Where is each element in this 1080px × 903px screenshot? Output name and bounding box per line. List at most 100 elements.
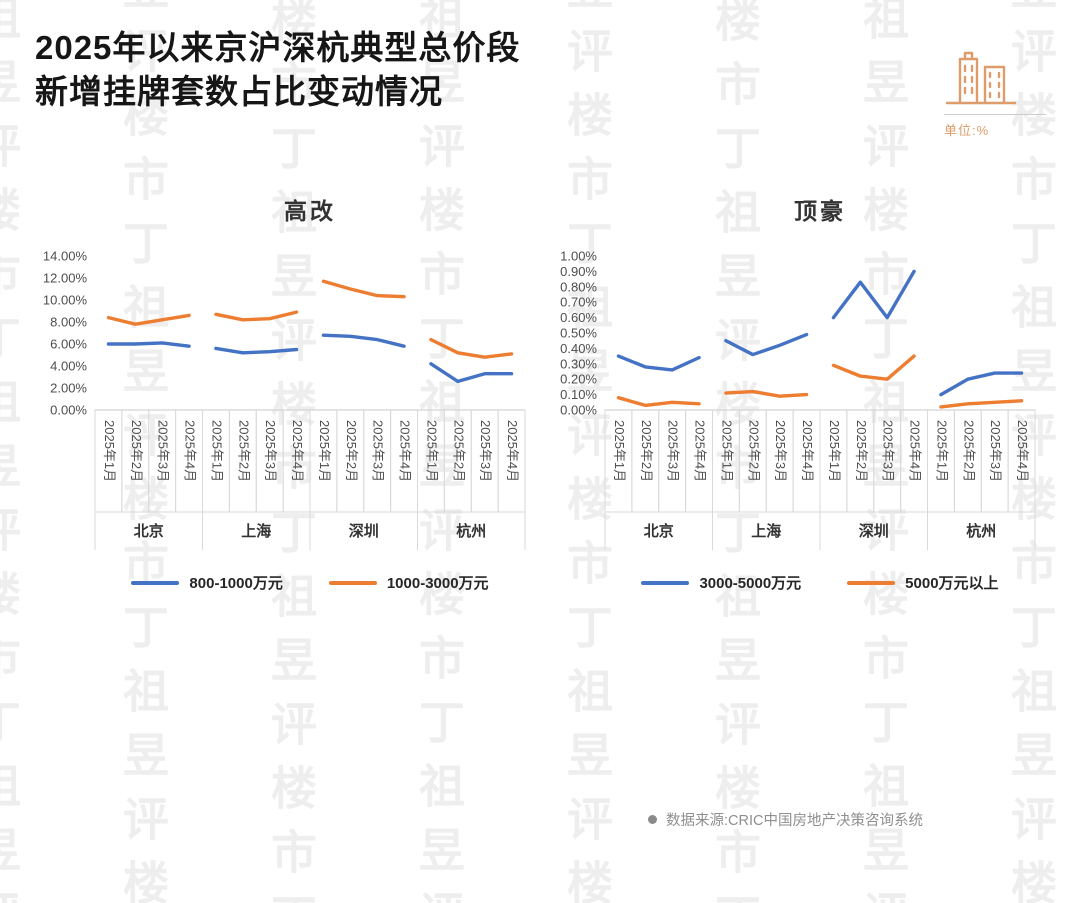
series-1-city-1-line — [214, 310, 299, 322]
y-axis-tick-label: 14.00% — [43, 249, 88, 264]
series-0-city-0-line — [616, 354, 701, 372]
chart-title-dinghao: 顶豪 — [794, 198, 846, 225]
page-title: 2025年以来京沪深杭典型总价段 新增挂牌套数占比变动情况 — [35, 26, 520, 113]
chart-dinghao: 0.00%0.10%0.20%0.30%0.40%0.50%0.60%0.70%… — [560, 249, 1036, 550]
x-axis-month-label: 2025年4月 — [693, 420, 708, 482]
series-0-city-3-line — [429, 362, 514, 384]
x-axis-month-label: 2025年1月 — [612, 420, 627, 482]
x-axis-month-label: 2025年3月 — [881, 420, 896, 482]
x-axis-month-label: 2025年1月 — [102, 420, 117, 482]
x-axis-month-label: 2025年2月 — [746, 420, 761, 482]
series-1-city-2-line — [321, 279, 406, 299]
chart-title-gaogai: 高改 — [284, 198, 336, 225]
y-axis-tick-label: 0.60% — [560, 310, 597, 325]
legend-label: 5000万元以上 — [905, 575, 999, 592]
x-axis-month-label: 2025年2月 — [344, 420, 359, 482]
x-axis-month-label: 2025年4月 — [183, 420, 198, 482]
x-axis-month-label: 2025年3月 — [263, 420, 278, 482]
legend-line-blue-icon — [641, 580, 690, 585]
data-source: 数据来源:CRIC中国房地产决策咨询系统 — [648, 809, 923, 830]
y-axis-tick-label: 6.00% — [50, 337, 87, 352]
y-axis-tick-label: 0.00% — [50, 403, 87, 418]
y-axis-tick-label: 0.90% — [560, 264, 597, 279]
legend-gaogai: 800-1000万元 1000-3000万元 — [95, 572, 525, 593]
series-1-city-0-line — [106, 313, 191, 326]
x-axis-month-label: 2025年1月 — [827, 420, 842, 482]
series-1-city-3-line — [939, 399, 1024, 409]
y-axis-tick-label: 0.00% — [560, 403, 597, 418]
series-1-city-0-line — [616, 395, 701, 408]
x-axis-month-label: 2025年4月 — [505, 420, 520, 482]
x-axis-month-label: 2025年1月 — [317, 420, 332, 482]
y-axis-tick-label: 2.00% — [50, 381, 87, 396]
y-axis-tick-label: 0.30% — [560, 356, 597, 371]
unit-label: 单位:% — [944, 114, 1046, 139]
legend-label: 800-1000万元 — [189, 575, 283, 592]
month-cell — [1007, 409, 1036, 513]
x-axis-month-label: 2025年2月 — [961, 420, 976, 482]
y-axis-tick-label: 4.00% — [50, 359, 87, 374]
page-title-line1: 2025年以来京沪深杭典型总价段 — [35, 29, 521, 66]
legend-line-orange-icon — [847, 580, 896, 585]
x-axis-month-label: 2025年3月 — [773, 420, 788, 482]
series-0-city-2-line — [831, 269, 916, 320]
x-axis-month-label: 2025年3月 — [371, 420, 386, 482]
x-axis-month-label: 2025年4月 — [290, 420, 305, 482]
x-axis-month-label: 2025年1月 — [424, 420, 439, 482]
y-axis-tick-label: 10.00% — [43, 293, 88, 308]
series-0-city-2-line — [321, 333, 406, 348]
source-bullet-icon — [648, 815, 657, 824]
y-axis-tick-label: 0.70% — [560, 295, 597, 310]
page-title-line2: 新增挂牌套数占比变动情况 — [35, 72, 443, 110]
x-axis-month-label: 2025年3月 — [156, 420, 171, 482]
x-axis-month-label: 2025年4月 — [800, 420, 815, 482]
x-axis-month-label: 2025年1月 — [934, 420, 949, 482]
x-axis-month-label: 2025年3月 — [988, 420, 1003, 482]
x-axis-city-label: 北京 — [644, 522, 674, 540]
legend-item: 5000万元以上 — [847, 572, 999, 593]
source-text: 数据来源:CRIC中国房地产决策咨询系统 — [666, 813, 923, 829]
y-axis-tick-label: 8.00% — [50, 315, 87, 330]
x-axis-city-label: 杭州 — [966, 522, 996, 540]
legend-label: 1000-3000万元 — [386, 575, 489, 592]
legend-item: 800-1000万元 — [131, 572, 283, 593]
y-axis-tick-label: 1.00% — [560, 249, 597, 264]
series-1-city-3-line — [429, 337, 514, 359]
x-axis-month-label: 2025年1月 — [209, 420, 224, 482]
x-axis-month-label: 2025年1月 — [719, 420, 734, 482]
buildings-icon — [945, 51, 1017, 105]
x-axis-month-label: 2025年2月 — [451, 420, 466, 482]
x-axis-city-label: 上海 — [241, 522, 271, 540]
x-axis-month-label: 2025年4月 — [908, 420, 923, 482]
x-axis-month-label: 2025年2月 — [129, 420, 144, 482]
legend-label: 3000-5000万元 — [699, 575, 802, 592]
x-axis-month-label: 2025年3月 — [478, 420, 493, 482]
legend-line-orange-icon — [328, 580, 377, 585]
x-axis-month-label: 2025年3月 — [666, 420, 681, 482]
x-axis-month-label: 2025年2月 — [236, 420, 251, 482]
chart-gaogai: 0.00% 2.00% 4.00% 6.00% 8.00% 10.00% 12.00% 14.… — [43, 249, 526, 550]
x-axis-city-label: 北京 — [134, 522, 164, 540]
series-0-city-3-line — [939, 371, 1024, 397]
series-0-city-0-line — [106, 341, 191, 348]
y-axis-tick-label: 0.20% — [560, 372, 597, 387]
x-axis-city-label: 杭州 — [456, 522, 486, 540]
y-axis-tick-label: 12.00% — [43, 271, 88, 286]
y-axis-tick-label: 0.80% — [560, 279, 597, 294]
legend-dinghao: 3000-5000万元 5000万元以上 — [605, 572, 1035, 593]
series-1-city-1-line — [724, 389, 809, 398]
legend-line-blue-icon — [131, 580, 180, 585]
series-1-city-2-line — [831, 354, 916, 381]
y-axis-tick-label: 0.50% — [560, 326, 597, 341]
y-axis-tick-label: 0.40% — [560, 341, 597, 356]
unit-block: 单位:% — [944, 50, 1046, 139]
x-axis-month-label: 2025年4月 — [398, 420, 413, 482]
legend-item: 3000-5000万元 — [641, 572, 801, 593]
month-cell — [497, 409, 526, 513]
legend-item: 1000-3000万元 — [328, 572, 489, 593]
x-axis-month-label: 2025年2月 — [639, 420, 654, 482]
series-0-city-1-line — [724, 332, 809, 357]
y-axis-tick-label: 0.10% — [560, 387, 597, 402]
x-axis-month-label: 2025年2月 — [854, 420, 869, 482]
